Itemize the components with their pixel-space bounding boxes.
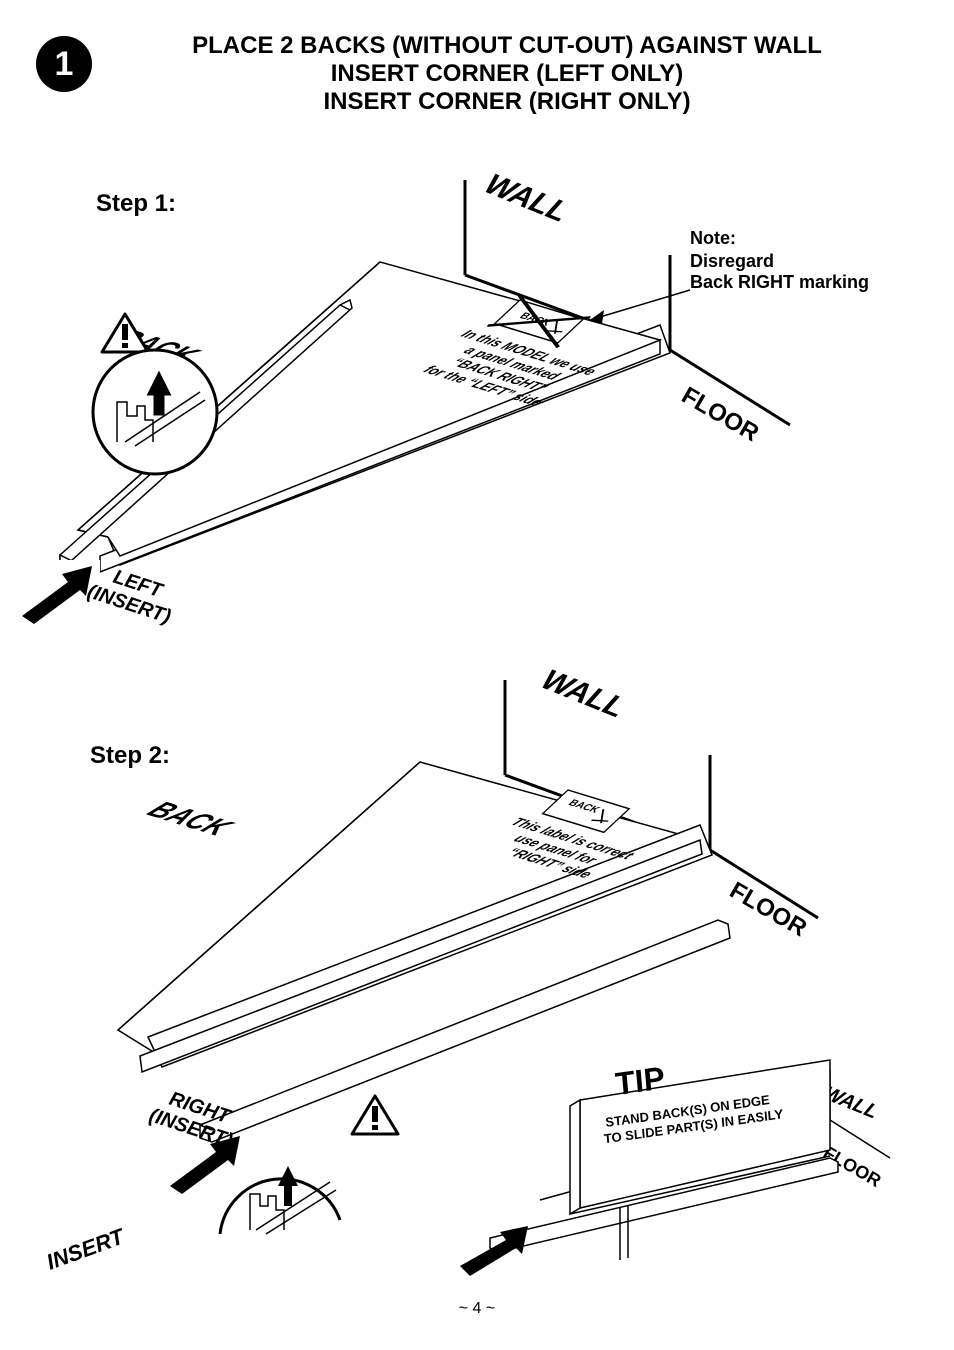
profile-step2 bbox=[220, 1166, 340, 1234]
assembly-figure: WALL FLOOR BACK In this MODEL we use a p… bbox=[0, 0, 954, 1350]
step2-diagram: WALL FLOOR BACK This label is correct us… bbox=[43, 664, 818, 1274]
tip-heading: TIP bbox=[610, 1060, 670, 1102]
tip-arrow bbox=[460, 1226, 528, 1276]
insert-arrow-step2 bbox=[170, 1136, 240, 1194]
caution-triangle-step2 bbox=[352, 1096, 398, 1134]
insert-bottom-label: INSERT bbox=[43, 1223, 128, 1274]
panel-main-label-step2: BACK bbox=[139, 797, 240, 841]
wall-label-step2: WALL bbox=[533, 664, 636, 723]
floor-label-step1: FLOOR bbox=[677, 382, 763, 447]
page-number: ~ 4 ~ bbox=[0, 1300, 954, 1318]
note-arrow-line bbox=[590, 290, 690, 320]
wall-label-step1: WALL bbox=[476, 169, 579, 228]
step1-diagram: WALL FLOOR BACK In this MODEL we use a p… bbox=[10, 169, 790, 630]
tip-inset: WALL FLOOR TIP STAND BACK(S) ON EDGE TO … bbox=[460, 1045, 890, 1276]
